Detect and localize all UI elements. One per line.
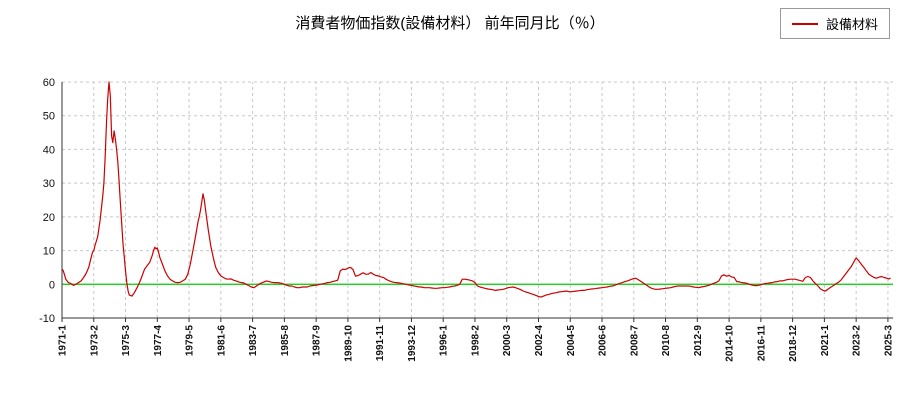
legend-label: 設備材料 bbox=[825, 17, 878, 32]
chart-title: 消費者物価指数(設備材料） 前年同月比（％） bbox=[295, 15, 605, 32]
x-tick-label: 1973-2 bbox=[89, 325, 100, 357]
x-tick-label: 2021-1 bbox=[820, 325, 831, 357]
y-tick-label: 60 bbox=[43, 77, 55, 89]
y-tick-label: 10 bbox=[43, 246, 55, 258]
y-tick-label: 30 bbox=[43, 178, 55, 190]
x-tick-label: 2004-5 bbox=[566, 325, 577, 357]
y-tick-label: 50 bbox=[43, 111, 55, 123]
x-tick-label: 2014-10 bbox=[725, 325, 736, 362]
x-tick-label: 1985-8 bbox=[280, 325, 291, 357]
x-tick-label: 1993-12 bbox=[407, 325, 418, 362]
y-tick-label: 20 bbox=[43, 212, 55, 224]
y-tick-label: -10 bbox=[39, 313, 55, 325]
legend-line-swatch bbox=[791, 22, 818, 25]
y-tick-label: 40 bbox=[43, 144, 55, 156]
x-tick-label: 2006-6 bbox=[598, 325, 609, 357]
x-tick-label: 2018-12 bbox=[788, 325, 799, 362]
x-tick-label: 2010-8 bbox=[661, 325, 672, 357]
x-tick-label: 2023-2 bbox=[852, 325, 863, 357]
x-tick-label: 2000-3 bbox=[502, 325, 513, 357]
series-line bbox=[61, 81, 891, 298]
x-tick-label: 1989-10 bbox=[343, 325, 354, 362]
legend: 設備材料 bbox=[779, 8, 890, 39]
x-tick-label: 1981-6 bbox=[216, 325, 227, 357]
x-tick-label: 2008-7 bbox=[629, 325, 640, 357]
y-tick-label: 0 bbox=[49, 279, 55, 291]
x-tick-label: 2002-4 bbox=[534, 325, 545, 357]
x-tick-label: 1983-7 bbox=[248, 325, 259, 357]
x-tick-label: 1987-9 bbox=[312, 325, 323, 357]
x-tick-label: 1991-11 bbox=[375, 325, 386, 362]
x-tick-label: 1979-5 bbox=[185, 325, 196, 357]
x-tick-label: 1996-1 bbox=[439, 325, 450, 357]
x-tick-label: 1977-4 bbox=[153, 325, 164, 357]
x-tick-label: 2025-3 bbox=[883, 325, 894, 357]
x-tick-label: 1998-2 bbox=[470, 325, 481, 357]
x-tick-label: 1975-3 bbox=[121, 325, 132, 357]
x-tick-label: 1971-1 bbox=[58, 325, 69, 357]
x-tick-label: 2016-11 bbox=[756, 325, 767, 362]
x-tick-label: 2012-9 bbox=[693, 325, 704, 357]
